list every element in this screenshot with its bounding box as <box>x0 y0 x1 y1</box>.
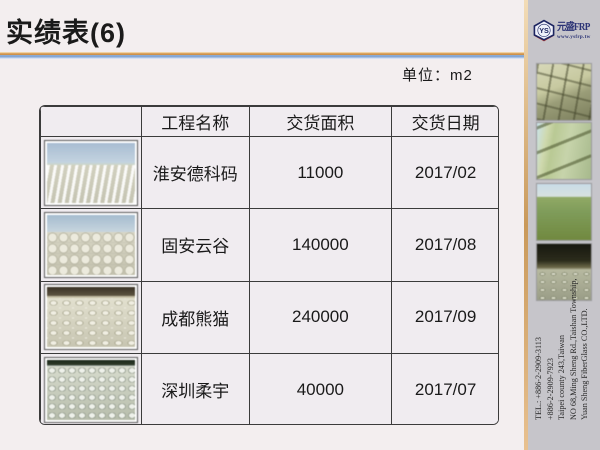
svg-text:YS: YS <box>539 26 549 35</box>
